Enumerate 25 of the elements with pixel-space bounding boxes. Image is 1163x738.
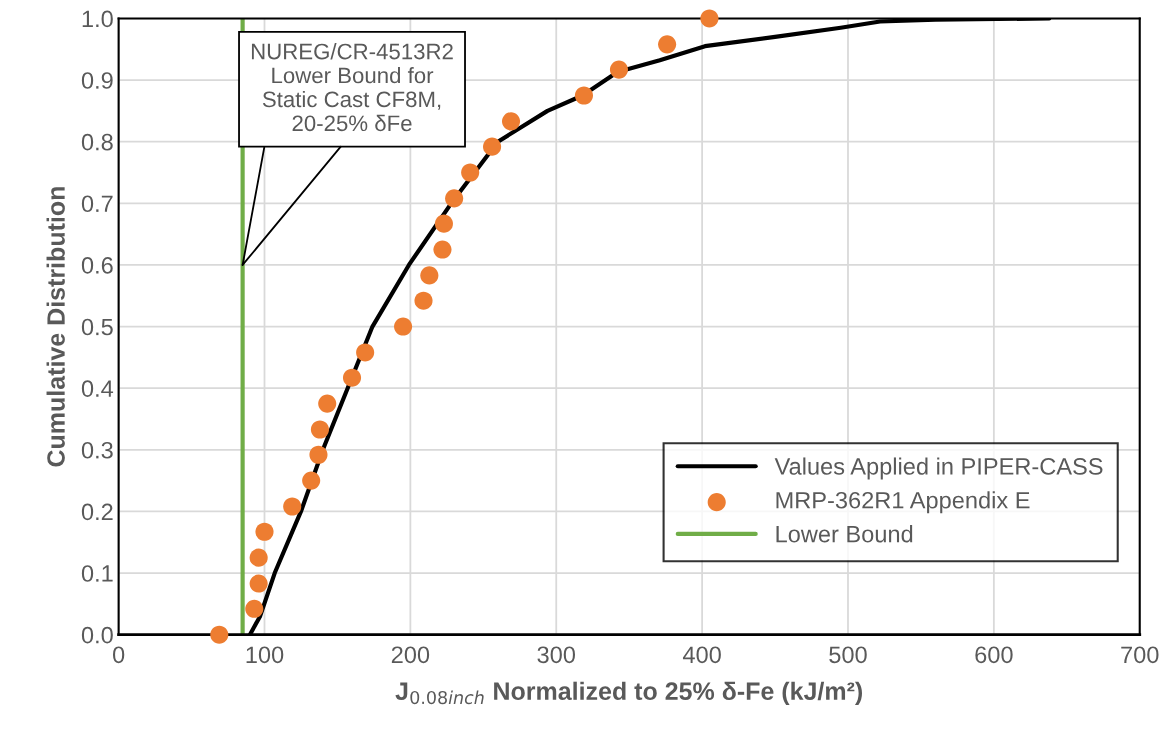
y-tick-label: 0.3 bbox=[81, 441, 113, 459]
y-tick-label: 0.4 bbox=[81, 380, 114, 397]
y-tick-label: 0.7 bbox=[81, 195, 113, 213]
y-tick-label: 0.0 bbox=[81, 626, 113, 644]
y-tick-label: 0.5 bbox=[81, 318, 113, 336]
y-tick-label: 0.8 bbox=[81, 133, 113, 151]
x-tick-label: 400 bbox=[682, 646, 721, 664]
y-tick-label: 0.9 bbox=[81, 72, 113, 89]
x-axis-title: J$_{0.08inch}$ Normalized to 25% δ-Fe (kJ/m²) bbox=[395, 681, 863, 705]
y-tick-label: 0.2 bbox=[81, 503, 113, 521]
x-tick-label: 300 bbox=[537, 646, 576, 664]
annotation: NUREG/CR-4513R2 Lower Bound for Static Cast CF8M, 20-25% δFe bbox=[251, 43, 453, 132]
legend-label: Values Applied in PIPER-CASS bbox=[774, 457, 1103, 480]
y-tick-label: 0.6 bbox=[81, 257, 113, 274]
x-tick-label: 700 bbox=[1121, 646, 1159, 664]
x-tick-label: 100 bbox=[246, 646, 284, 664]
y-tick-label: 0.1 bbox=[81, 565, 113, 582]
x-tick-label: 500 bbox=[829, 646, 867, 664]
y-tick-label: 1.0 bbox=[82, 10, 113, 28]
x-tick-label: 200 bbox=[391, 646, 430, 664]
legend-label: MRP-362R1 Appendix E bbox=[776, 491, 1030, 514]
x-tick-label: 0 bbox=[112, 646, 125, 664]
y-axis-title: Cumulative Distribution bbox=[46, 187, 65, 467]
legend-label: Lower Bound bbox=[776, 525, 913, 543]
x-tick-label: 600 bbox=[975, 646, 1013, 664]
